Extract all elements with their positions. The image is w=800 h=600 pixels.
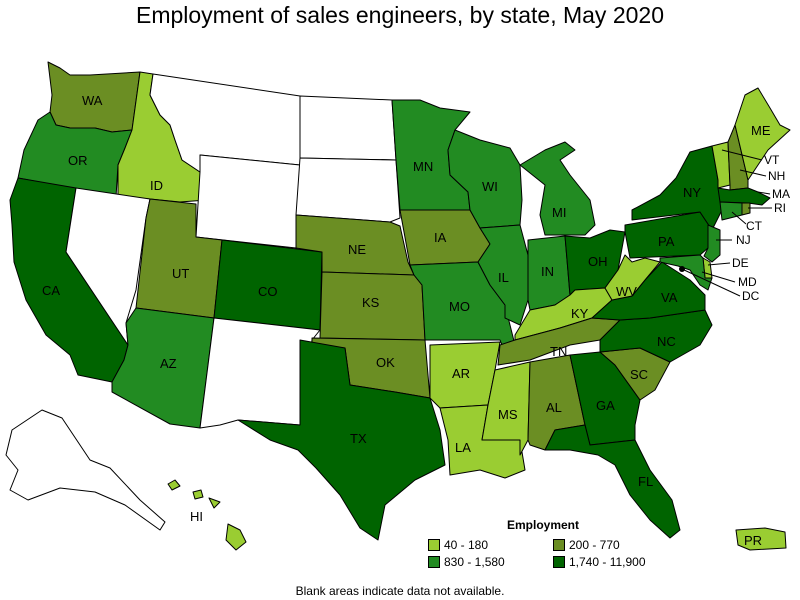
state-label-hi: HI	[190, 509, 203, 524]
state-label-in: IN	[541, 264, 554, 279]
legend-swatch	[553, 556, 565, 568]
state-label-de: DE	[732, 256, 749, 270]
legend-label: 40 - 180	[444, 538, 489, 552]
state-label-ar: AR	[452, 366, 470, 381]
legend-item: 40 - 180	[428, 538, 553, 552]
state-shape-hi-3	[208, 497, 221, 509]
state-shape-sd	[295, 157, 401, 223]
state-label-nh: NH	[768, 169, 785, 183]
state-label-tn: TN	[550, 344, 567, 359]
state-label-id: ID	[150, 178, 163, 193]
state-label-oh: OH	[588, 254, 608, 269]
state-shape-nj	[703, 224, 721, 263]
state-label-ct: CT	[746, 219, 763, 233]
leader-nh	[739, 169, 767, 177]
state-label-va: VA	[661, 290, 678, 305]
legend-title: Employment	[506, 518, 579, 532]
state-label-nj: NJ	[736, 233, 751, 247]
state-label-ny: NY	[683, 185, 701, 200]
legend-label: 1,740 - 11,900	[569, 555, 646, 569]
legend-swatch	[553, 539, 565, 551]
state-shape-tx	[237, 339, 446, 541]
leader-ma	[757, 191, 771, 195]
state-shape-il	[477, 224, 529, 326]
state-label-co: CO	[258, 284, 278, 299]
state-label-az: AZ	[160, 356, 177, 371]
state-shape-vt	[711, 141, 731, 189]
state-label-ok: OK	[376, 355, 395, 370]
legend-label: 830 - 1,580	[444, 555, 505, 569]
legend-label: 200 - 770	[569, 538, 620, 552]
state-label-nc: NC	[657, 334, 676, 349]
state-shape-hi-1	[167, 479, 181, 491]
legend-grid: 40 - 180 200 - 770 830 - 1,580 1,740 - 1…	[428, 538, 688, 569]
state-label-mo: MO	[449, 299, 470, 314]
leader-de	[707, 262, 731, 266]
legend-item: 200 - 770	[553, 538, 678, 552]
state-label-sc: SC	[630, 367, 648, 382]
state-shape-mi	[519, 141, 596, 236]
state-label-me: ME	[751, 123, 771, 138]
state-label-ky: KY	[571, 306, 589, 321]
state-shape-md	[659, 254, 713, 291]
state-label-wv: WV	[616, 284, 637, 299]
state-label-al: AL	[546, 400, 562, 415]
state-label-vt: VT	[764, 153, 780, 167]
state-label-ca: CA	[42, 283, 60, 298]
legend-item: 830 - 1,580	[428, 555, 553, 569]
leader-dc	[681, 268, 741, 297]
state-shape-wy	[195, 154, 301, 249]
state-shape-pr	[735, 527, 787, 551]
state-label-wa: WA	[82, 93, 103, 108]
state-label-ma: MA	[772, 187, 790, 201]
map-title: Employment of sales engineers, by state,…	[135, 2, 664, 28]
legend-item: 1,740 - 11,900	[553, 555, 678, 569]
state-label-ne: NE	[348, 242, 366, 257]
legend-swatch	[428, 539, 440, 551]
state-label-ut: UT	[172, 266, 189, 281]
state-shape-wv	[604, 254, 661, 301]
state-label-la: LA	[455, 440, 471, 455]
state-shape-nd	[299, 95, 397, 161]
state-shape-hi-4	[225, 523, 247, 551]
state-label-il: IL	[498, 270, 509, 285]
state-label-ia: IA	[434, 230, 447, 245]
state-label-mi: MI	[552, 205, 566, 220]
state-shape-fl	[544, 424, 681, 539]
state-label-ri: RI	[774, 201, 786, 215]
state-label-dc: DC	[742, 289, 760, 303]
state-label-ms: MS	[498, 407, 518, 422]
state-shape-ri	[741, 202, 751, 216]
state-label-pa: PA	[658, 234, 675, 249]
state-label-ks: KS	[362, 295, 380, 310]
state-label-pr: PR	[744, 533, 762, 548]
state-shape-ak	[5, 409, 166, 531]
leader-ct	[731, 211, 747, 225]
leader-vt	[721, 149, 763, 161]
leader-md	[701, 271, 736, 283]
state-label-mn: MN	[413, 159, 433, 174]
state-label-md: MD	[738, 275, 757, 289]
state-label-wi: WI	[482, 179, 498, 194]
legend: Employment 40 - 180 200 - 770 830 - 1,58…	[428, 518, 688, 569]
footnote: Blank areas indicate data not available.	[295, 584, 505, 598]
state-shape-hi-2	[192, 489, 204, 500]
state-label-tx: TX	[350, 431, 367, 446]
state-label-ga: GA	[596, 398, 615, 413]
legend-swatch	[428, 556, 440, 568]
state-label-fl: FL	[638, 474, 653, 489]
state-label-or: OR	[68, 153, 88, 168]
